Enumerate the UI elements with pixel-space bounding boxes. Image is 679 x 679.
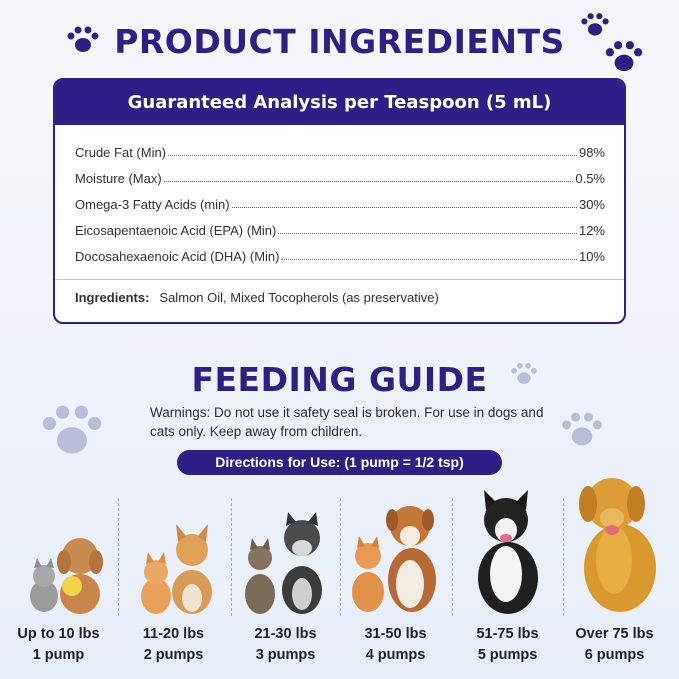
paw-icon [42, 405, 102, 454]
analysis-header: Guaranteed Analysis per Teaspoon (5 mL) [55, 80, 624, 125]
warning-text: Warnings: Do not use it safety seal is b… [150, 405, 544, 439]
analysis-row: Docosahexaenoic Acid (DHA) (Min) 10% [75, 238, 605, 264]
guaranteed-analysis-card: Guaranteed Analysis per Teaspoon (5 mL) … [53, 78, 626, 324]
analysis-label: Moisture (Max) [75, 171, 162, 186]
divider [55, 279, 624, 280]
page-title: PRODUCT INGREDIENTS [114, 22, 565, 61]
weight-label: Over 75 lbs [575, 626, 654, 642]
dose-column: 21-30 lbs 3 pumps [229, 624, 342, 666]
weight-label: 11-20 lbs [142, 626, 205, 642]
paw-icon [511, 362, 537, 384]
paw-icon [67, 26, 99, 52]
dose-label: 3 pumps [255, 647, 316, 663]
dose-label: 2 pumps [143, 647, 204, 663]
analysis-label: Docosahexaenoic Acid (DHA) (Min) [75, 249, 280, 264]
dot-leader [281, 258, 577, 260]
column-divider [118, 498, 119, 616]
paw-icon [562, 412, 602, 446]
pet-illustration [141, 524, 212, 614]
weight-label: Up to 10 lbs [17, 626, 100, 642]
pet-illustration [245, 512, 322, 614]
pet-illustration [30, 538, 103, 614]
analysis-value: 30% [578, 197, 605, 212]
column-divider [452, 498, 453, 616]
column-divider [340, 498, 341, 616]
paw-icon [605, 41, 643, 72]
pet-illustration [352, 506, 436, 612]
analysis-row: Crude Fat (Min) 98% [75, 134, 605, 160]
dot-leader [231, 206, 577, 208]
analysis-value: 98% [578, 145, 605, 160]
dot-leader [163, 180, 574, 182]
ingredients-line: Ingredients: Salmon Oil, Mixed Tocopherol… [75, 290, 439, 305]
pet-illustration [478, 490, 538, 614]
dot-leader [168, 154, 577, 156]
analysis-row: Moisture (Max) 0.5% [75, 160, 605, 186]
dose-label: 4 pumps [365, 647, 426, 663]
dose-column: Over 75 lbs 6 pumps [558, 624, 671, 666]
dose-label: 5 pumps [477, 647, 538, 663]
pet-illustration [579, 478, 656, 612]
dose-column: 11-20 lbs 2 pumps [117, 624, 230, 666]
feeding-guide-title: FEEDING GUIDE [191, 360, 488, 399]
paw-icon [581, 13, 609, 36]
dose-column: Up to 10 lbs 1 pump [2, 624, 115, 666]
weight-label: 21-30 lbs [254, 626, 317, 642]
directions-pill: Directions for Use: (1 pump = 1/2 tsp) [177, 450, 502, 475]
ingredients-label: Ingredients: [75, 290, 150, 305]
dot-leader [278, 232, 577, 234]
analysis-value: 10% [578, 249, 605, 264]
analysis-label: Eicosapentaenoic Acid (EPA) (Min) [75, 223, 277, 238]
column-divider [231, 498, 232, 616]
weight-label: 51-75 lbs [476, 626, 539, 642]
analysis-label: Crude Fat (Min) [75, 145, 167, 160]
dose-label: 6 pumps [584, 647, 645, 663]
column-divider [563, 498, 564, 616]
analysis-value: 12% [578, 223, 605, 238]
ingredients-value: Salmon Oil, Mixed Tocopherols (as preser… [159, 290, 439, 305]
analysis-value: 0.5% [575, 171, 605, 186]
analysis-label: Omega-3 Fatty Acids (min) [75, 197, 230, 212]
dose-column: 31-50 lbs 4 pumps [339, 624, 452, 666]
dose-label: 1 pump [32, 647, 85, 663]
analysis-row: Eicosapentaenoic Acid (EPA) (Min) 12% [75, 212, 605, 238]
weight-label: 31-50 lbs [364, 626, 427, 642]
analysis-row: Omega-3 Fatty Acids (min) 30% [75, 186, 605, 212]
dose-column: 51-75 lbs 5 pumps [451, 624, 564, 666]
